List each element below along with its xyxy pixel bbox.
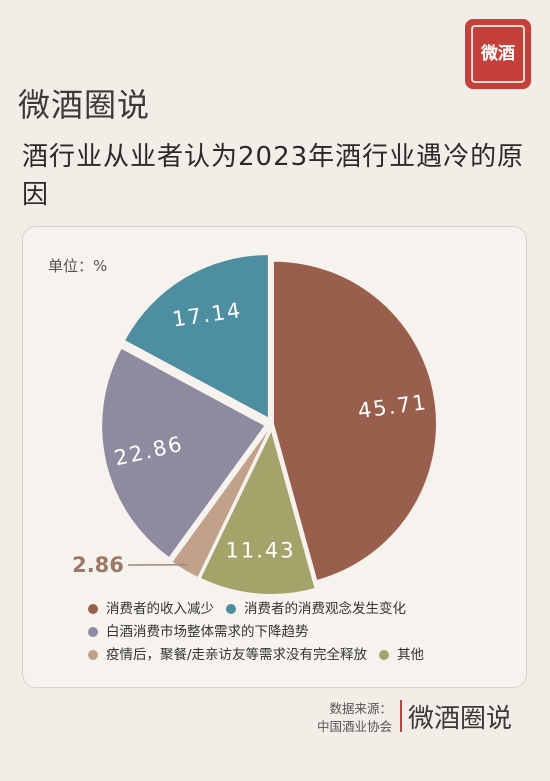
data-label-4: 2.86 (72, 553, 124, 577)
legend-label: 白酒消费市场整体需求的下降趋势 (106, 624, 309, 640)
chart-title: 酒行业从业者认为2023年酒行业遇冷的原因 (22, 142, 525, 210)
legend-swatch (88, 627, 98, 637)
footer-divider (400, 700, 402, 732)
data-label-5: 11.43 (225, 538, 295, 562)
pie-slice-1 (273, 261, 436, 580)
legend-item-1: 消费者的收入减少 (88, 598, 214, 620)
legend-label: 疫情后，聚餐/走亲访友等需求没有完全释放 (106, 647, 368, 663)
data-source-label: 数据来源： (329, 701, 392, 716)
legend-swatch (88, 650, 98, 660)
legend-label: 消费者的收入减少 (106, 601, 214, 617)
unit-label: 单位：% (48, 257, 108, 275)
pie-slice-2 (125, 255, 268, 418)
legend-item-5: 其他 (379, 644, 424, 666)
pie-slice-5 (201, 431, 315, 594)
data-source-name: 中国酒业协会 (316, 719, 392, 734)
legend-swatch (226, 604, 236, 614)
pie-slice-3 (102, 348, 265, 557)
pie-slice-4 (172, 430, 268, 577)
legend-label: 其他 (397, 647, 425, 663)
chart-legend: 消费者的收入减少 消费者的消费观念发生变化白酒消费市场整体需求的下降趋势疫情后，聚… (88, 598, 508, 667)
legend-item-4: 疫情后，聚餐/走亲访友等需求没有完全释放 (88, 644, 367, 666)
data-source: 数据来源： 中国酒业协会 (300, 700, 392, 736)
legend-item-2: 消费者的消费观念发生变化 (226, 598, 406, 620)
footer-brand: 微酒圈说 (408, 704, 513, 734)
legend-item-3: 白酒消费市场整体需求的下降趋势 (88, 621, 309, 643)
brand-stamp: 微酒 (465, 19, 531, 89)
brand-stamp-text: 微酒 (471, 25, 525, 83)
brand-logo-text: 微酒圈说 (18, 86, 151, 124)
legend-swatch (88, 604, 98, 614)
legend-label: 消费者的消费观念发生变化 (244, 601, 406, 617)
legend-swatch (379, 650, 390, 660)
